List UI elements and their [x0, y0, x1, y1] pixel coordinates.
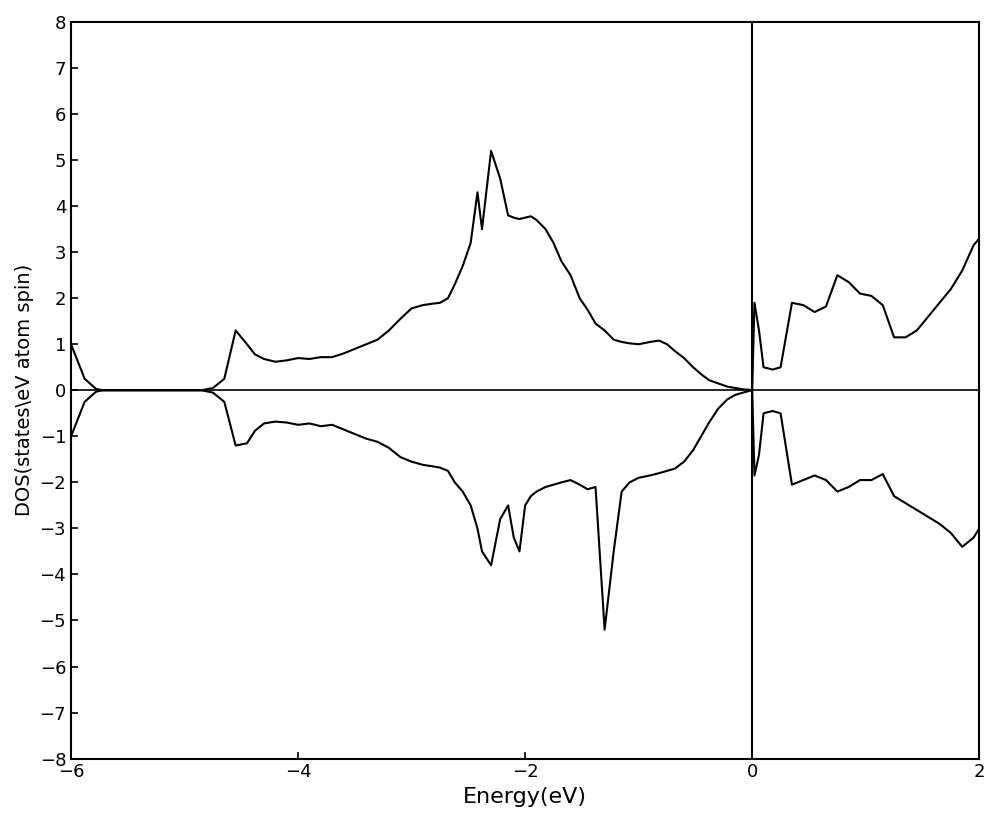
X-axis label: Energy(eV): Energy(eV)	[463, 787, 587, 807]
Y-axis label: DOS(states\eV atom spin): DOS(states\eV atom spin)	[15, 264, 34, 516]
